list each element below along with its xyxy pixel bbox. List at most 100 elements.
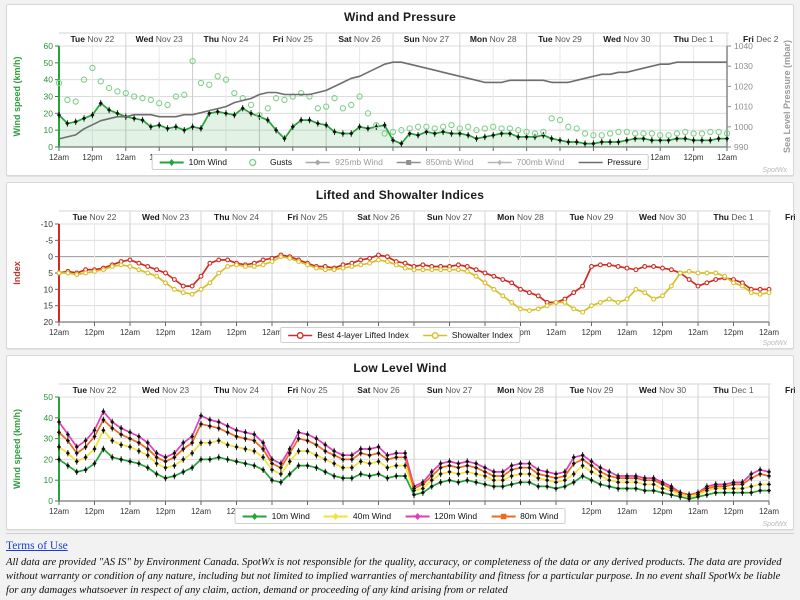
svg-text:1040: 1040: [734, 41, 753, 51]
svg-text:Wed Nov 23: Wed Nov 23: [142, 212, 189, 222]
svg-text:Wed Nov 30: Wed Nov 30: [639, 385, 686, 395]
svg-text:12pm: 12pm: [581, 328, 601, 337]
legend-item-80m-wind[interactable]: 80m Wind: [490, 511, 558, 521]
terms-disclaimer-text: All data are provided "AS IS" by Environ…: [6, 557, 782, 597]
svg-text:12am: 12am: [759, 328, 779, 337]
svg-text:Wed Nov 23: Wed Nov 23: [142, 385, 189, 395]
svg-text:Sea Level Pressure (mbar): Sea Level Pressure (mbar): [782, 40, 792, 153]
legend-item-40m-wind[interactable]: 40m Wind: [323, 511, 391, 521]
terms-of-use-link[interactable]: Terms of Use: [6, 540, 68, 552]
svg-text:12pm: 12pm: [723, 328, 743, 337]
svg-text:5: 5: [48, 268, 53, 278]
svg-text:Thu Nov 24: Thu Nov 24: [214, 212, 259, 222]
legend-item-700mb-wind[interactable]: 700mb Wind: [487, 157, 565, 167]
svg-text:12pm: 12pm: [155, 328, 175, 337]
svg-text:Thu Dec 1: Thu Dec 1: [674, 34, 714, 44]
svg-text:20: 20: [44, 108, 54, 118]
svg-text:12am: 12am: [49, 153, 69, 162]
plot-area-wind-and-pressure: Tue Nov 22 Wed Nov 23 Thu Nov 24 Fri Nov 25…: [7, 24, 793, 174]
svg-text:1020: 1020: [734, 81, 753, 91]
svg-text:30: 30: [44, 92, 54, 102]
chart-panel-low-level-wind: Low Level Wind Tue Nov 22 Wed Nov 23 Thu N…: [6, 355, 800, 530]
svg-text:12am: 12am: [120, 328, 140, 337]
legend-label: 850mb Wind: [425, 157, 474, 167]
legend-item-best-4-layer-lifted-index[interactable]: Best 4-layer Lifted Index: [287, 330, 409, 340]
svg-text:12am: 12am: [262, 328, 282, 337]
svg-text:12pm: 12pm: [652, 507, 672, 516]
svg-text:12pm: 12pm: [510, 328, 530, 337]
legend-label: 80m Wind: [520, 511, 559, 521]
svg-text:12am: 12am: [617, 507, 637, 516]
footer: Terms of Use All data are provided "AS I…: [6, 536, 794, 598]
legend-item-pressure[interactable]: Pressure: [577, 157, 641, 167]
legend-low-level-wind: 10m Wind 40m Wind 120m Wind 80m Wind: [234, 508, 566, 524]
chart-svg-lifted-and-showalter-indices: Tue Nov 22 Wed Nov 23 Thu Nov 24 Fri Nov 25…: [12, 210, 800, 337]
svg-text:Tue Nov 22: Tue Nov 22: [73, 212, 117, 222]
legend-item-showalter-index[interactable]: Showalter Index: [422, 330, 513, 340]
legend-label: 700mb Wind: [516, 157, 565, 167]
legend-item-10m-wind[interactable]: 10m Wind: [242, 511, 310, 521]
svg-text:Fri Nov 25: Fri Nov 25: [273, 34, 313, 44]
svg-text:Thu Nov 24: Thu Nov 24: [214, 385, 259, 395]
svg-text:15: 15: [44, 301, 54, 311]
svg-text:Tue Nov 22: Tue Nov 22: [71, 34, 115, 44]
svg-text:Sun Nov 27: Sun Nov 27: [427, 212, 473, 222]
svg-text:12am: 12am: [688, 507, 708, 516]
svg-text:10: 10: [44, 284, 54, 294]
svg-text:12am: 12am: [116, 153, 136, 162]
legend-item-10m-wind[interactable]: 10m Wind: [159, 157, 227, 167]
svg-text:60: 60: [44, 41, 54, 51]
svg-text:Fri Nov 25: Fri Nov 25: [287, 212, 327, 222]
svg-text:Index: Index: [12, 261, 22, 285]
svg-text:Fri Dec 2: Fri Dec 2: [785, 385, 795, 395]
legend-item-850mb-wind[interactable]: 850mb Wind: [396, 157, 474, 167]
chart-panel-lifted-and-showalter-indices: Lifted and Showalter Indices Tue Nov 22 W…: [6, 182, 800, 349]
svg-text:1000: 1000: [734, 122, 753, 132]
svg-text:40: 40: [44, 413, 54, 423]
svg-text:50: 50: [44, 58, 54, 68]
legend-wind-and-pressure: 10m Wind Gusts 925mb Wind 850mb Wind 700…: [151, 154, 649, 170]
svg-text:12am: 12am: [49, 328, 69, 337]
svg-text:Mon Nov 28: Mon Nov 28: [470, 34, 517, 44]
svg-text:12pm: 12pm: [684, 153, 704, 162]
svg-text:30: 30: [44, 434, 54, 444]
watermark-spotwx: SpotWx: [762, 167, 787, 174]
svg-text:1030: 1030: [734, 61, 753, 71]
legend-label: 120m Wind: [434, 511, 478, 521]
svg-text:Fri Dec 2: Fri Dec 2: [743, 34, 779, 44]
legend-item-925mb-wind[interactable]: 925mb Wind: [305, 157, 383, 167]
svg-text:Wed Nov 30: Wed Nov 30: [639, 212, 686, 222]
svg-text:12pm: 12pm: [723, 507, 743, 516]
svg-text:12am: 12am: [49, 507, 69, 516]
svg-text:12am: 12am: [759, 507, 779, 516]
svg-text:12pm: 12pm: [84, 507, 104, 516]
chart-title-lifted-and-showalter-indices: Lifted and Showalter Indices: [315, 188, 485, 202]
svg-text:Sun Nov 27: Sun Nov 27: [427, 385, 473, 395]
svg-text:Tue Nov 22: Tue Nov 22: [73, 385, 117, 395]
svg-text:Wind speed (km/h): Wind speed (km/h): [12, 57, 22, 137]
svg-text:Wed Nov 23: Wed Nov 23: [136, 34, 183, 44]
svg-text:10: 10: [44, 475, 54, 485]
legend-label: 40m Wind: [352, 511, 392, 521]
svg-text:20: 20: [44, 454, 54, 464]
svg-text:50: 50: [44, 392, 54, 402]
legend-label: Pressure: [607, 157, 642, 167]
legend-label: Best 4-layer Lifted Index: [317, 330, 409, 340]
legend-item-gusts[interactable]: Gusts: [240, 157, 292, 167]
legend-label: 925mb Wind: [335, 157, 383, 167]
svg-text:1010: 1010: [734, 102, 753, 112]
legend-item-120m-wind[interactable]: 120m Wind: [404, 511, 477, 521]
svg-text:Sat Nov 26: Sat Nov 26: [338, 34, 381, 44]
svg-text:0: 0: [48, 252, 53, 262]
chart-title-wind-and-pressure: Wind and Pressure: [344, 10, 456, 24]
svg-text:Fri Nov 25: Fri Nov 25: [287, 385, 327, 395]
svg-text:0: 0: [48, 142, 53, 152]
svg-text:12pm: 12pm: [82, 153, 102, 162]
svg-text:12pm: 12pm: [226, 328, 246, 337]
svg-text:0: 0: [48, 496, 53, 506]
svg-text:Wind speed (km/h): Wind speed (km/h): [12, 409, 22, 489]
svg-text:Tue Nov 29: Tue Nov 29: [538, 34, 582, 44]
svg-text:12am: 12am: [191, 507, 211, 516]
svg-text:Tue Nov 29: Tue Nov 29: [570, 212, 614, 222]
svg-text:12pm: 12pm: [155, 507, 175, 516]
